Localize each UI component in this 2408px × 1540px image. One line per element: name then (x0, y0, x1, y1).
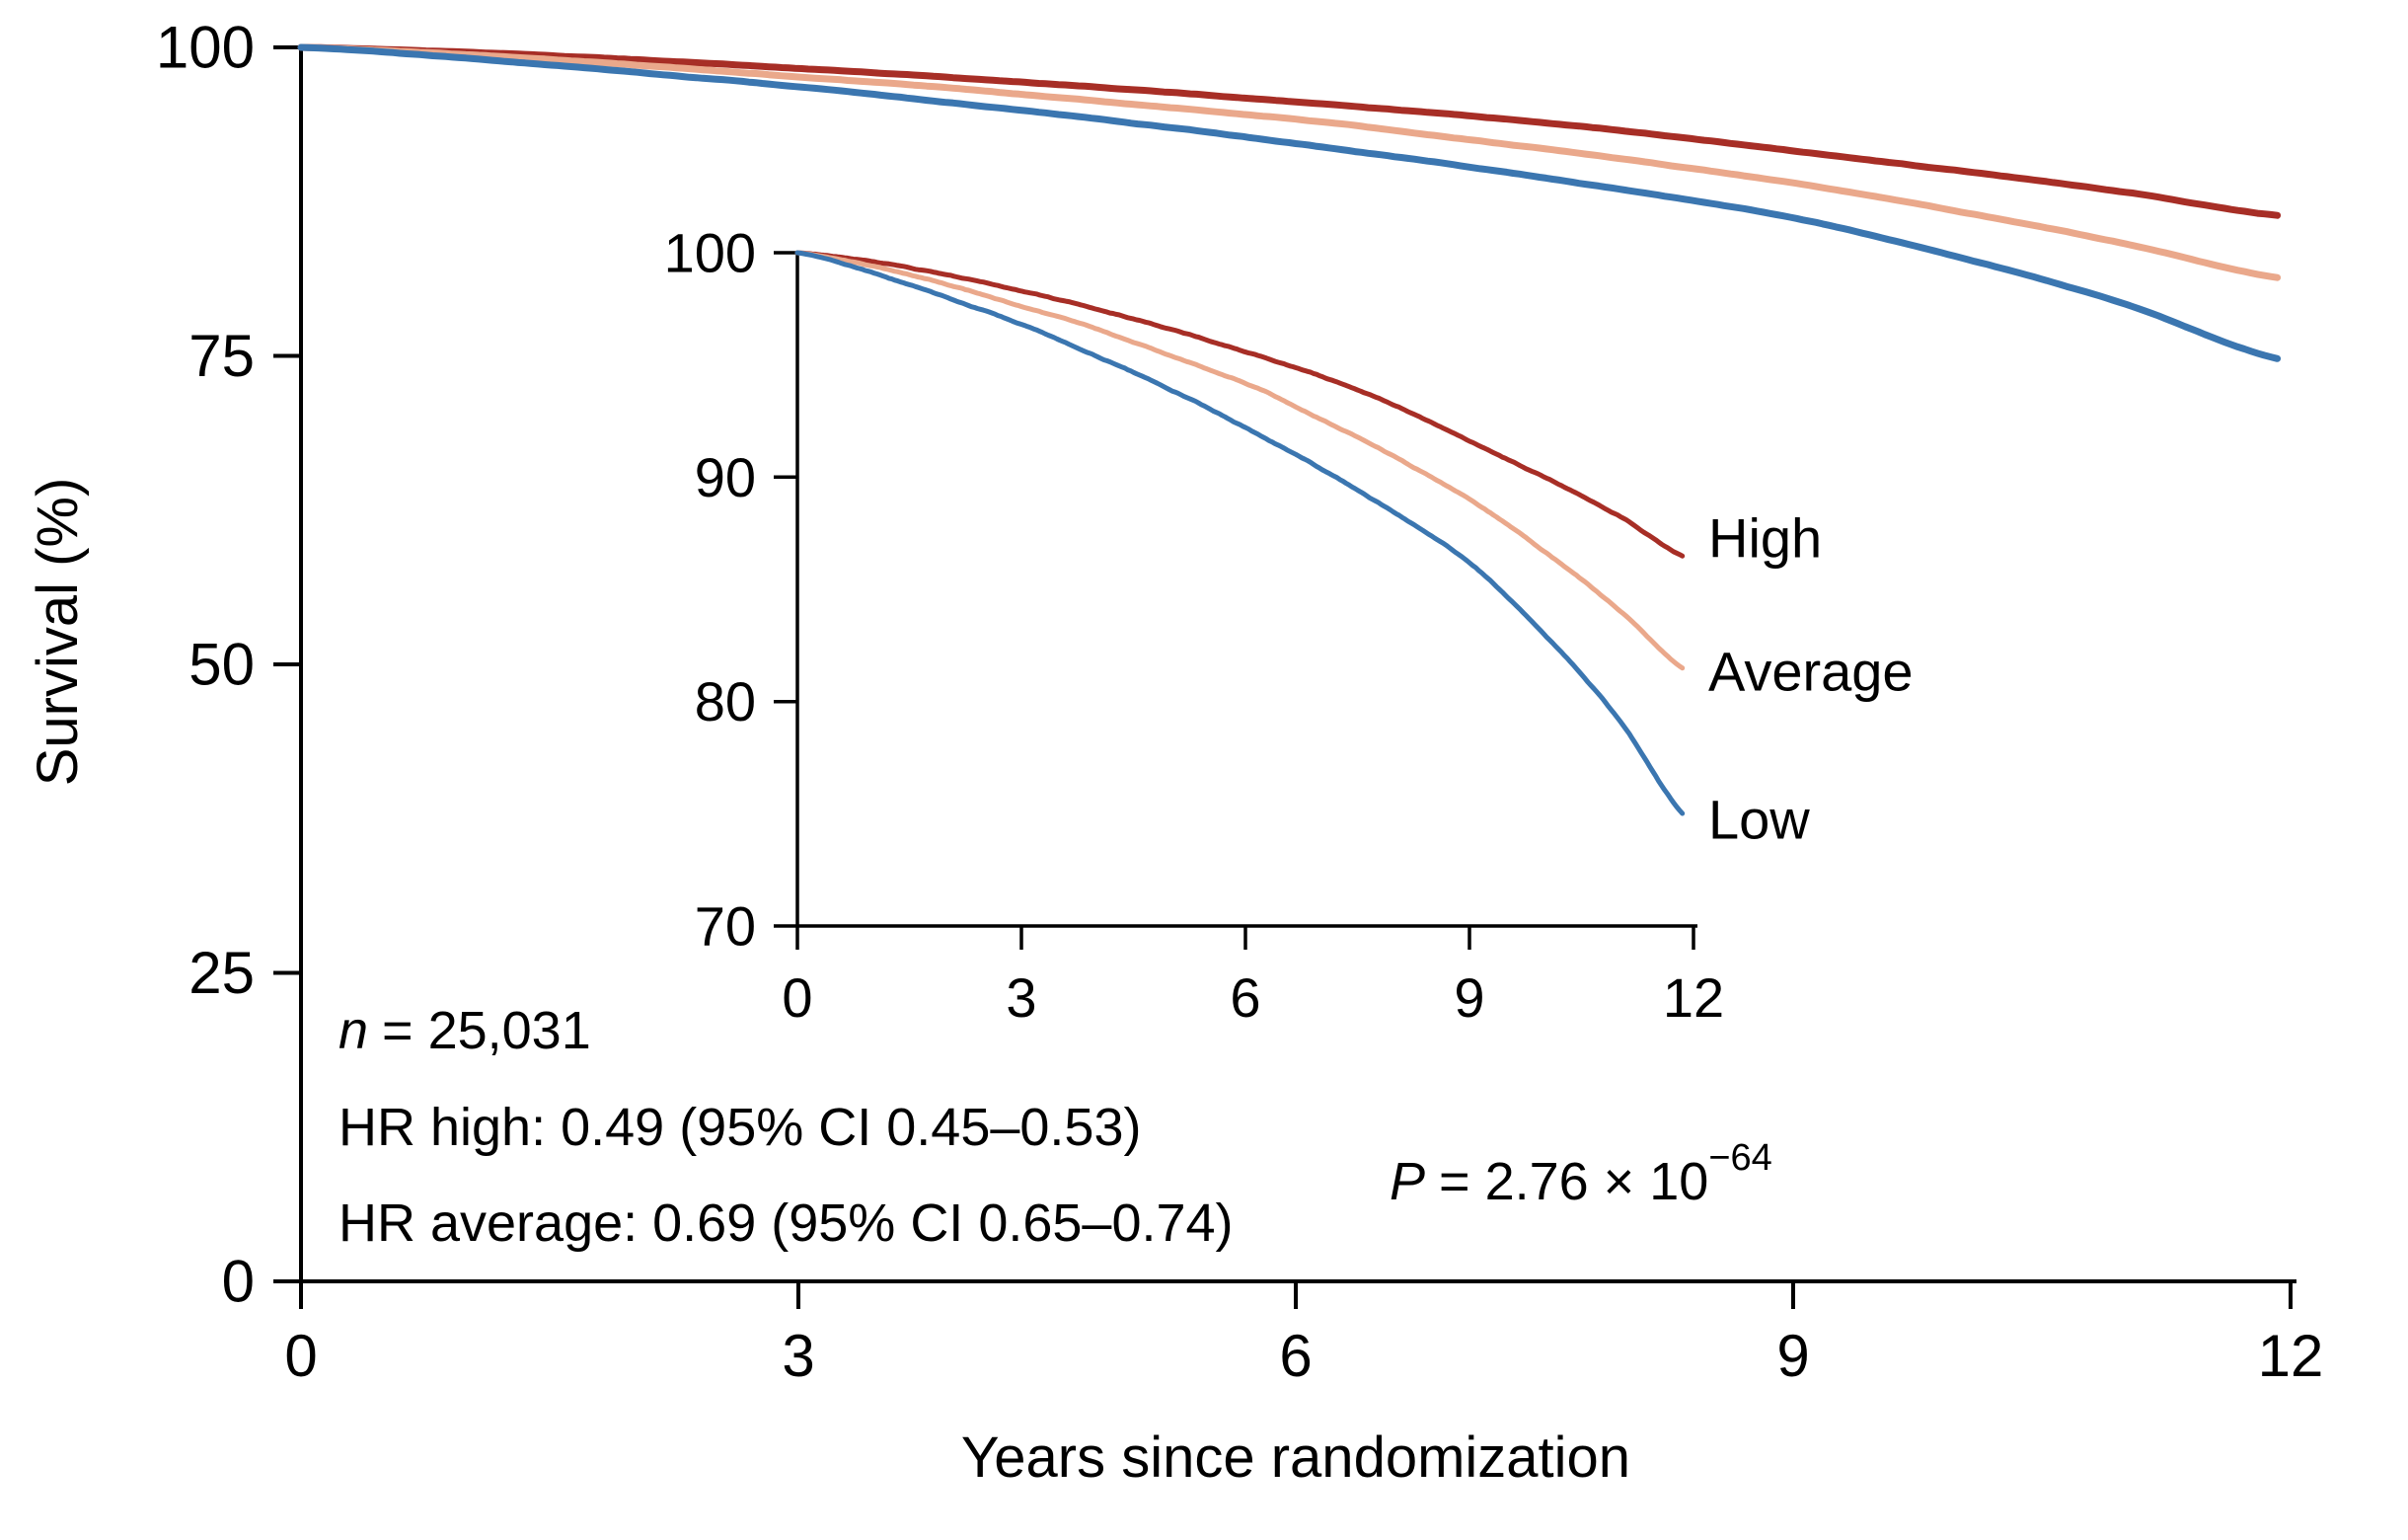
inset-x-label-9: 9 (1454, 966, 1484, 1029)
main-x-label-9: 9 (1776, 1323, 1809, 1389)
main-x-label-3: 3 (782, 1323, 814, 1389)
inset-y-label-70: 70 (695, 895, 756, 958)
y-axis-title: Survival (%) (26, 478, 90, 787)
inset-y-label-100: 100 (664, 222, 756, 284)
inset-x-label-6: 6 (1230, 966, 1260, 1029)
main-curve-low (297, 43, 2282, 362)
main-survival-curves (297, 43, 2282, 362)
hr-high-annotation: HR high: 0.49 (95% CI 0.45–0.53) (339, 1098, 1141, 1157)
inset-x-tick-labels: 0 3 6 9 12 (782, 966, 1724, 1029)
main-y-label-0: 0 (222, 1249, 255, 1315)
inset-y-tick-labels: 100 90 80 70 (664, 222, 756, 958)
inset-survival-curves (794, 250, 1686, 816)
n-value: = 25,031 (382, 1001, 591, 1060)
n-symbol: n (339, 1001, 368, 1060)
x-axis-title: Years since randomization (961, 1425, 1630, 1490)
main-curve-average (297, 43, 2282, 281)
inset-axes (774, 251, 1697, 950)
inset-x-label-12: 12 (1663, 966, 1724, 1029)
n-annotation: n = 25,031 (339, 1001, 591, 1060)
curve-label-high: High (1708, 507, 1822, 570)
inset-curve-high (794, 250, 1686, 559)
inset-curve-average (794, 250, 1686, 671)
p-value: = 2.76 × 10 (1439, 1152, 1708, 1211)
main-x-label-6: 6 (1279, 1323, 1312, 1389)
p-exponent: −64 (1708, 1137, 1771, 1179)
main-y-tick-labels: 100 75 50 25 0 (156, 15, 255, 1315)
inset-curve-labels: High Average Low (1708, 507, 1914, 851)
inset-x-label-0: 0 (782, 966, 812, 1029)
inset-y-label-90: 90 (695, 446, 756, 508)
main-y-label-50: 50 (188, 632, 255, 698)
p-symbol: P (1390, 1152, 1425, 1211)
hr-average-annotation: HR average: 0.69 (95% CI 0.65–0.74) (339, 1194, 1234, 1253)
main-y-label-100: 100 (156, 15, 255, 81)
main-x-label-12: 12 (2258, 1323, 2324, 1389)
main-y-label-75: 75 (188, 323, 255, 389)
main-x-label-0: 0 (284, 1323, 317, 1389)
curve-label-low: Low (1708, 789, 1810, 851)
main-y-label-25: 25 (188, 940, 255, 1006)
inset-x-label-3: 3 (1006, 966, 1036, 1029)
inset-curve-low (794, 250, 1686, 816)
main-axes (273, 45, 2296, 1309)
stats-annotations: n = 25,031 HR high: 0.49 (95% CI 0.45–0.5… (339, 1001, 1772, 1253)
p-value-annotation: P = 2.76 × 10−64 (1390, 1137, 1772, 1211)
main-x-tick-labels: 0 3 6 9 12 (284, 1323, 2323, 1389)
main-curve-high (297, 43, 2282, 219)
curve-label-average: Average (1708, 641, 1914, 703)
inset-y-label-80: 80 (695, 670, 756, 732)
